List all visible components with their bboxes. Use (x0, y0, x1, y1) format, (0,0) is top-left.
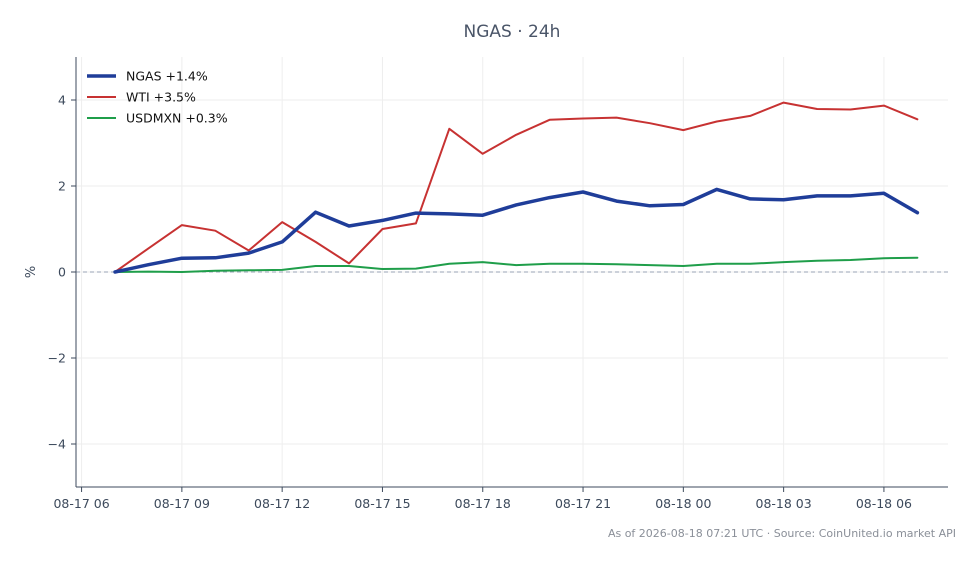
x-tick-label-0: 08-17 06 (53, 496, 109, 511)
x-tick-label-6: 08-18 00 (655, 496, 711, 511)
legend-label-0: NGAS +1.4% (126, 69, 208, 84)
y-tick-label-1: 2 (58, 179, 66, 194)
legend-label-2: USDMXN +0.3% (126, 111, 228, 126)
y-axis-label: % (24, 266, 39, 278)
x-tick-label-1: 08-17 09 (154, 496, 210, 511)
legend-label-1: WTI +3.5% (126, 90, 196, 105)
x-tick-label-4: 08-17 18 (455, 496, 511, 511)
y-tick-label-2: 0 (58, 265, 66, 280)
y-tick-label-4: −4 (48, 437, 66, 452)
series-lines (113, 101, 920, 274)
x-tick-label-8: 08-18 06 (856, 496, 912, 511)
series-line-1 (114, 101, 919, 273)
footer-source: As of 2026-08-18 07:21 UTC · Source: Coi… (608, 527, 956, 540)
x-tick-label-7: 08-18 03 (756, 496, 812, 511)
x-tick-label-3: 08-17 15 (354, 496, 410, 511)
x-tick-label-2: 08-17 12 (254, 496, 310, 511)
y-tick-label-3: −2 (48, 351, 66, 366)
y-tick-label-0: 4 (58, 93, 66, 108)
legend: NGAS +1.4% WTI +3.5% USDMXN +0.3% (87, 69, 228, 126)
y-ticks: 4 2 0 −2 −4 (48, 93, 76, 452)
x-tick-label-5: 08-17 21 (555, 496, 611, 511)
chart-title: NGAS · 24h (464, 22, 561, 42)
series-line-2 (114, 256, 919, 273)
series-line-0 (113, 187, 920, 274)
x-ticks: 08-17 06 08-17 09 08-17 12 08-17 15 08-17 18… (53, 487, 912, 511)
